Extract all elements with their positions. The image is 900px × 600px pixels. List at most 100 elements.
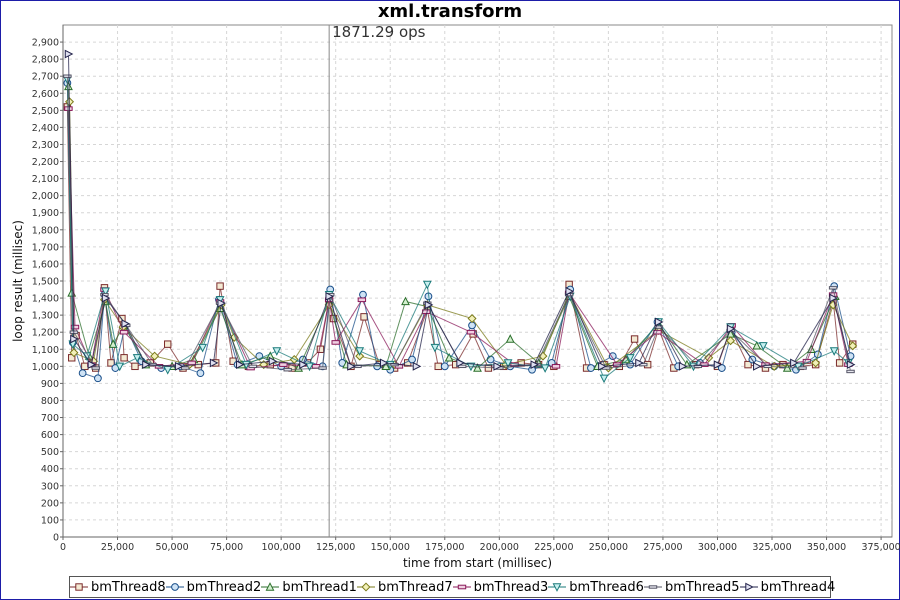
data-point-bmThread1 — [444, 352, 454, 362]
y-tick-label: 300 — [41, 481, 59, 492]
data-point-bmThread4 — [379, 358, 389, 368]
data-point-bmThread1 — [752, 340, 762, 350]
y-tick-label: 1,400 — [32, 294, 59, 305]
y-tick-label: 1,000 — [32, 362, 59, 373]
data-point-bmThread2 — [408, 355, 416, 364]
data-point-bmThread4 — [726, 324, 736, 334]
data-point-bmThread6 — [101, 287, 110, 297]
y-tick-label: 2,900 — [32, 38, 59, 49]
data-point-bmThread6 — [305, 362, 314, 372]
data-point-bmThread6 — [355, 347, 365, 356]
data-point-bmThread4 — [598, 361, 607, 371]
data-point-bmThread4 — [424, 300, 434, 310]
x-tick-label: 25,000 — [101, 542, 134, 553]
legend-symbol-icon — [165, 583, 184, 591]
legend-label: bmThread6 — [569, 579, 644, 595]
data-point-bmThread6 — [503, 359, 513, 368]
data-point-bmThread4 — [456, 358, 465, 368]
legend-marker — [265, 582, 275, 591]
data-point-bmThread5 — [458, 364, 467, 369]
data-point-bmThread1 — [401, 296, 410, 306]
data-point-bmThread5 — [798, 366, 807, 370]
legend-label: bmThread3 — [473, 579, 549, 595]
legend-symbol-icon — [548, 583, 567, 592]
y-tick-label: 1,900 — [32, 208, 59, 219]
series-line-bmThread3 — [67, 108, 849, 369]
data-point-bmThread3 — [331, 340, 340, 345]
legend-item-bmThread1: bmThread1 — [261, 580, 357, 595]
data-point-bmThread8 — [316, 345, 325, 353]
data-point-bmThread8 — [744, 360, 752, 369]
x-tick-label: 275,000 — [643, 542, 682, 553]
data-point-bmThread4 — [635, 358, 644, 368]
data-point-bmThread4 — [530, 360, 540, 370]
y-tick-label: 1,200 — [32, 328, 59, 339]
legend-item-bmThread5: bmThread5 — [643, 580, 740, 595]
series-line-bmThread5 — [66, 76, 852, 372]
legend-marker — [75, 583, 83, 591]
data-point-bmThread6 — [430, 343, 440, 353]
data-point-bmThread4 — [64, 49, 74, 59]
data-point-bmThread6 — [115, 362, 125, 372]
data-point-bmThread3 — [551, 364, 561, 369]
x-tick-label: 250,000 — [589, 542, 628, 553]
legend-label: bmThread4 — [760, 579, 836, 595]
data-point-bmThread2 — [196, 369, 205, 378]
data-point-bmThread4 — [87, 360, 97, 370]
data-point-bmThread8 — [835, 359, 844, 367]
data-point-bmThread6 — [198, 343, 208, 353]
data-point-bmThread6 — [599, 374, 609, 384]
y-tick-label: 700 — [41, 413, 59, 424]
data-point-bmThread5 — [828, 286, 838, 290]
data-point-bmThread5 — [846, 369, 855, 374]
y-tick-label: 1,100 — [32, 345, 59, 356]
data-point-bmThread1 — [505, 334, 515, 343]
data-point-bmThread4 — [565, 286, 575, 296]
data-point-bmThread4 — [678, 361, 688, 371]
data-point-bmThread6 — [540, 364, 550, 373]
data-point-bmThread2 — [486, 355, 495, 364]
data-point-bmThread4 — [121, 319, 131, 329]
chart-title: xml.transform — [377, 1, 523, 22]
data-point-bmThread5 — [180, 366, 190, 370]
data-point-bmThread5 — [318, 366, 327, 370]
y-tick-label: 1,600 — [32, 259, 59, 270]
annotation-label: 1871.29 ops — [332, 23, 425, 41]
data-point-bmThread8 — [630, 335, 639, 343]
legend-item-bmThread3: bmThread3 — [452, 579, 549, 595]
legend-label: bmThread1 — [282, 579, 357, 595]
x-tick-label: 225,000 — [534, 542, 573, 553]
x-tick-label: 375,000 — [861, 542, 900, 553]
legend-marker — [744, 582, 754, 592]
data-point-bmThread8 — [164, 340, 172, 348]
x-tick-label: 200,000 — [480, 542, 519, 553]
data-point-bmThread4 — [654, 317, 664, 327]
data-point-bmThread4 — [142, 360, 151, 370]
data-point-bmThread5 — [283, 368, 292, 372]
data-point-bmThread2 — [440, 362, 449, 371]
y-axis-label: loop result (millisec) — [11, 220, 25, 342]
y-tick-label: 2,700 — [32, 72, 59, 83]
series-bmThread4 — [64, 49, 856, 371]
data-point-bmThread4 — [829, 293, 838, 303]
y-tick-label: 2,400 — [32, 123, 59, 134]
legend-item-bmThread8: bmThread8 — [70, 580, 166, 595]
x-tick-label: 75,000 — [210, 542, 243, 553]
legend-symbol-icon — [356, 582, 375, 592]
x-tick-label: 175,000 — [425, 542, 464, 553]
data-point-bmThread6 — [422, 280, 432, 290]
data-point-bmThread4 — [299, 360, 308, 370]
y-tick-label: 1,700 — [32, 242, 59, 253]
data-point-bmThread2 — [608, 352, 617, 360]
data-point-bmThread2 — [94, 374, 102, 383]
data-point-bmThread4 — [209, 358, 219, 368]
data-point-bmThread2 — [359, 290, 367, 299]
legend-item-bmThread7: bmThread7 — [356, 580, 453, 595]
data-point-bmThread8 — [216, 282, 224, 290]
y-tick-label: 500 — [41, 447, 59, 458]
y-tick-label: 2,800 — [32, 55, 59, 66]
data-point-bmThread5 — [654, 325, 663, 329]
y-tick-label: 100 — [41, 515, 59, 526]
data-point-bmThread8 — [360, 313, 368, 321]
